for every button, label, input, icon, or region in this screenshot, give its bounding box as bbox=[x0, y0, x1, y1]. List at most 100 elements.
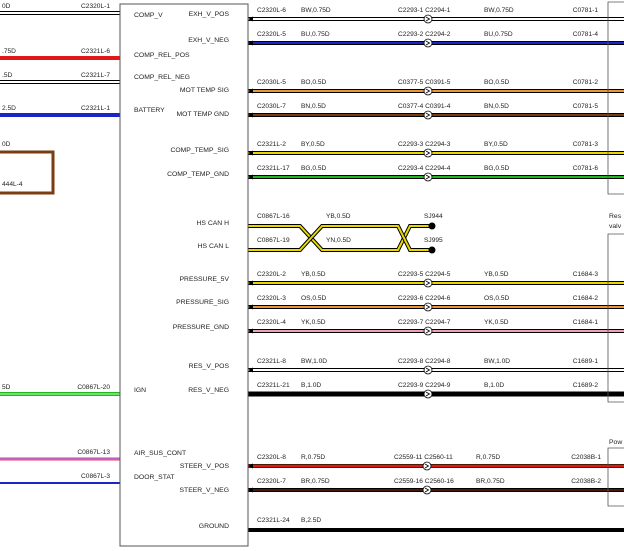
wire-gauge-label: BR,0.75D bbox=[301, 478, 330, 485]
wire-terminal-arrow bbox=[248, 150, 253, 156]
component-label: Pow bbox=[609, 439, 622, 446]
wire-terminal-arrow bbox=[248, 304, 253, 310]
wire-terminal-arrow bbox=[248, 16, 253, 22]
ecu-right-label: STEER_V_NEG bbox=[180, 487, 229, 494]
wire-terminal-arrow bbox=[248, 280, 253, 286]
wire-terminal-arrow bbox=[248, 88, 253, 94]
wire-terminal-arrow bbox=[248, 487, 253, 493]
inline-connector-chevron bbox=[425, 112, 431, 118]
wire-terminal-arrow bbox=[248, 463, 253, 469]
inline-connector-label: C2293-8 C2294-8 bbox=[398, 358, 451, 365]
can-low-core bbox=[248, 225, 432, 251]
wire-gauge-label: YK,0.5D bbox=[484, 319, 509, 326]
ecu-left-label: IGN bbox=[134, 387, 146, 394]
inline-connector-chevron bbox=[425, 367, 431, 373]
wire-gauge-label: 5D bbox=[2, 384, 11, 391]
ecu-right-label: MOT TEMP GND bbox=[177, 111, 230, 118]
connector-label: C2321L-21 bbox=[257, 382, 290, 389]
inline-connector-icon bbox=[423, 326, 433, 336]
destination-label: C1689-1 bbox=[573, 358, 599, 365]
connector-label: C2320L-2 bbox=[257, 271, 286, 278]
inline-connector-label: C0377-5 C0391-5 bbox=[398, 79, 451, 86]
ecu-right-label: PRESSURE_GND bbox=[173, 324, 229, 331]
inline-connector-icon bbox=[423, 172, 433, 182]
inline-connector-chevron bbox=[425, 391, 431, 397]
wire-gauge-label: BW,0.75D bbox=[484, 7, 514, 14]
ecu-left-label: AIR_SUS_CONT bbox=[134, 450, 186, 457]
connector-label: C2321L-1 bbox=[81, 105, 110, 112]
connector-label: C2030L-7 bbox=[257, 103, 286, 110]
wire-terminal-arrow bbox=[248, 174, 253, 180]
destination-label: C0781-6 bbox=[573, 165, 599, 172]
inline-connector-label: C2293-2 C2294-2 bbox=[398, 31, 451, 38]
text-layer: 0D C2320L-1 .75D C2321L-6 .5D C2321L-7 2.5D C23… bbox=[2, 3, 622, 524]
destination-label: C0781-2 bbox=[573, 79, 599, 86]
inline-connector-icon bbox=[423, 86, 433, 96]
destination-label: C0781-1 bbox=[573, 7, 599, 14]
ecu-left-label: COMP_REL_POS bbox=[134, 52, 190, 59]
wire-gauge-label: R,0.75D bbox=[476, 454, 500, 461]
connector-label: C2321L-8 bbox=[257, 358, 286, 365]
connector-label: C2321L-2 bbox=[257, 141, 286, 148]
inline-connector-label: C2559-11 C2560-11 bbox=[394, 454, 453, 461]
ecu-right-label: RES_V_POS bbox=[189, 363, 230, 370]
wire-gauge-label: BG,0.5D bbox=[484, 165, 510, 172]
destination-label: C1689-2 bbox=[573, 382, 599, 389]
inline-connector-chevron bbox=[425, 328, 431, 334]
splice-dot-icon bbox=[428, 246, 436, 254]
wire-gauge-label: BU,0.75D bbox=[484, 31, 513, 38]
connector-label: C2320L-7 bbox=[257, 478, 286, 485]
component-box-power bbox=[607, 447, 624, 507]
loop-path bbox=[0, 150, 55, 195]
ecu-left-label: BATTERY bbox=[134, 107, 165, 114]
wire-gauge-label: BR,0.75D bbox=[476, 478, 505, 485]
wire-gauge-label: 2.5D bbox=[2, 105, 16, 112]
inline-connector-icon bbox=[423, 14, 433, 24]
wire-terminal-arrow bbox=[248, 391, 253, 397]
connector-label: C0867L-19 bbox=[257, 237, 290, 244]
inline-connector-icon bbox=[423, 278, 433, 288]
connector-label: C2321L-7 bbox=[81, 72, 110, 79]
inline-connector-chevron bbox=[425, 88, 431, 94]
inline-connector-label: C2559-16 C2560-16 bbox=[394, 478, 454, 485]
can-twisted-pair bbox=[248, 222, 436, 254]
connector-label: C0867L-13 bbox=[77, 449, 110, 456]
wire-terminal-arrow bbox=[248, 367, 253, 373]
wire-gauge-label: OS,0.5D bbox=[301, 295, 327, 302]
ecu-outline bbox=[119, 3, 249, 547]
wire-gauge-label: BW,1.0D bbox=[301, 358, 327, 365]
wire-terminal-arrow bbox=[248, 40, 253, 46]
ecu-right-label: HS CAN L bbox=[198, 243, 230, 250]
left-wire-loop bbox=[0, 150, 55, 195]
inline-connector-label: C2293-9 C2294-9 bbox=[398, 382, 451, 389]
component-label: Res bbox=[609, 213, 622, 220]
connector-label: C2320L-3 bbox=[257, 295, 286, 302]
destination-label: C0781-3 bbox=[573, 141, 599, 148]
connector-label: C2320L-8 bbox=[257, 454, 286, 461]
inline-connector-label: C2293-6 C2294-6 bbox=[398, 295, 451, 302]
inline-connector-chevron bbox=[425, 150, 431, 156]
splice-label: SJ995 bbox=[424, 237, 443, 244]
wire-gauge-label: BO,0.5D bbox=[301, 79, 327, 86]
ecu-right-label: GROUND bbox=[199, 523, 229, 530]
wire-gauge-label: YB,0.5D bbox=[301, 271, 326, 278]
wire-gauge-label: BW,1.0D bbox=[484, 358, 510, 365]
wire-gauge-label: YK,0.5D bbox=[301, 319, 326, 326]
destination-label: C0781-5 bbox=[573, 103, 599, 110]
ecu-right-label: HS CAN H bbox=[197, 220, 230, 227]
inline-connector-chevron bbox=[425, 280, 431, 286]
inline-connector-icon bbox=[423, 365, 433, 375]
splice-dot-icon bbox=[428, 222, 436, 230]
wire-gauge-label: B,2.5D bbox=[301, 517, 321, 524]
ecu-right-label: COMP_TEMP_GND bbox=[167, 171, 229, 178]
inline-connector-icon bbox=[422, 461, 432, 471]
wire-terminal-arrow bbox=[248, 328, 253, 334]
inline-connector-label: C0377-4 C0391-4 bbox=[398, 103, 451, 110]
wire-gauge-label: 0D bbox=[2, 141, 11, 148]
inline-connector-label: C2293-7 C2294-7 bbox=[398, 319, 451, 326]
component-box-reservoir bbox=[607, 233, 624, 403]
connector-label: C2320L-4 bbox=[257, 319, 286, 326]
component-box-motor bbox=[607, 1, 624, 195]
wire-gauge-label: YB,0.5D bbox=[326, 213, 351, 220]
inline-connector-icon bbox=[423, 302, 433, 312]
